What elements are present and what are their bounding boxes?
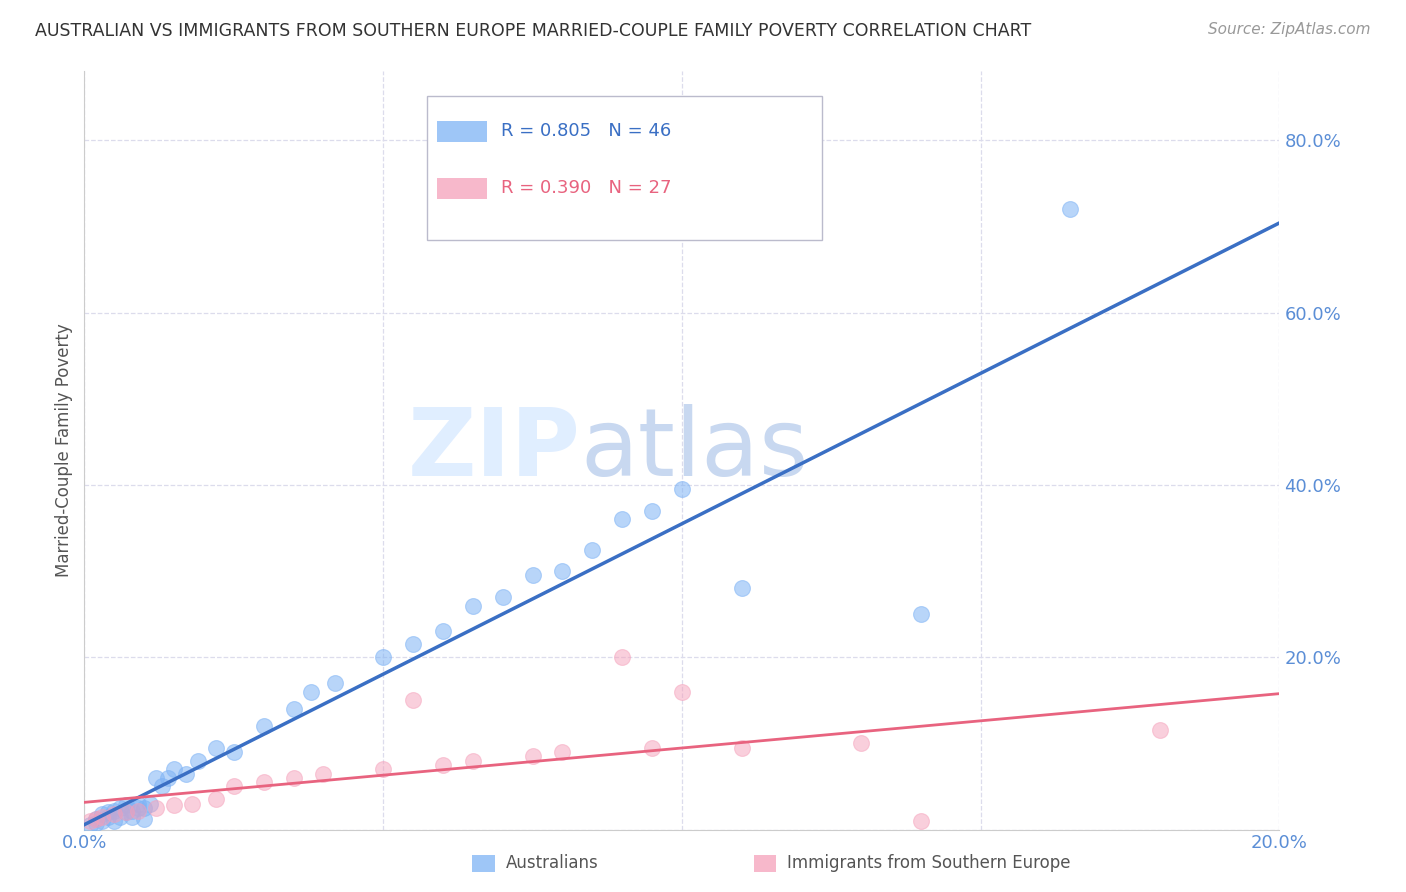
Point <box>187 754 209 768</box>
Text: R = 0.805   N = 46: R = 0.805 N = 46 <box>502 122 672 140</box>
Point <box>86 812 108 826</box>
Point <box>127 804 149 818</box>
Point <box>461 754 484 768</box>
Point <box>91 807 114 822</box>
Point <box>325 676 347 690</box>
Point <box>139 797 162 811</box>
Point <box>373 650 395 665</box>
Y-axis label: Married-Couple Family Poverty: Married-Couple Family Poverty <box>55 324 73 577</box>
Point <box>163 798 186 813</box>
Point <box>671 482 693 496</box>
Point <box>1149 723 1171 738</box>
Point <box>91 810 114 824</box>
Text: Australians: Australians <box>506 855 599 872</box>
Point <box>641 740 664 755</box>
Point <box>222 780 245 794</box>
Point <box>115 805 138 820</box>
Point <box>115 798 138 813</box>
Point <box>115 805 138 820</box>
Point <box>79 818 101 832</box>
Point <box>402 693 425 707</box>
FancyBboxPatch shape <box>437 120 486 142</box>
Point <box>283 702 305 716</box>
Point <box>103 814 125 828</box>
Point <box>86 815 108 830</box>
Point <box>461 599 484 613</box>
Point <box>103 804 125 818</box>
Point <box>402 637 425 651</box>
Point <box>163 762 186 776</box>
Point <box>1059 202 1081 217</box>
Text: atlas: atlas <box>581 404 808 497</box>
Point <box>283 771 305 785</box>
Point <box>110 810 132 824</box>
Point <box>86 812 108 826</box>
Point <box>432 758 454 772</box>
Point <box>157 771 180 785</box>
Text: Immigrants from Southern Europe: Immigrants from Southern Europe <box>787 855 1071 872</box>
Point <box>432 624 454 639</box>
Point <box>97 810 120 824</box>
Point <box>851 736 873 750</box>
Point <box>612 512 634 526</box>
Point <box>205 792 228 806</box>
Point <box>612 650 634 665</box>
FancyBboxPatch shape <box>427 96 821 241</box>
Point <box>222 745 245 759</box>
Point <box>551 564 574 578</box>
Point <box>253 719 276 733</box>
Text: AUSTRALIAN VS IMMIGRANTS FROM SOUTHERN EUROPE MARRIED-COUPLE FAMILY POVERTY CORR: AUSTRALIAN VS IMMIGRANTS FROM SOUTHERN E… <box>35 22 1032 40</box>
Point <box>150 780 173 794</box>
Point <box>127 797 149 811</box>
Point <box>522 568 544 582</box>
Point <box>97 805 120 820</box>
Point <box>641 504 664 518</box>
Point <box>731 740 754 755</box>
Text: ZIP: ZIP <box>408 404 581 497</box>
Point <box>174 766 197 780</box>
Point <box>671 684 693 698</box>
Point <box>79 814 101 828</box>
Point <box>110 801 132 815</box>
Point <box>181 797 204 811</box>
Point <box>373 762 395 776</box>
Text: Source: ZipAtlas.com: Source: ZipAtlas.com <box>1208 22 1371 37</box>
Point <box>910 607 932 622</box>
Point <box>121 810 143 824</box>
Point <box>522 749 544 764</box>
Point <box>910 814 932 828</box>
Point <box>551 745 574 759</box>
Point <box>103 807 125 822</box>
Point <box>731 582 754 596</box>
Point <box>581 542 603 557</box>
Point <box>145 801 167 815</box>
Point <box>121 804 143 818</box>
Text: R = 0.390   N = 27: R = 0.390 N = 27 <box>502 179 672 197</box>
Point <box>91 814 114 828</box>
Point <box>132 812 156 826</box>
FancyBboxPatch shape <box>437 178 486 199</box>
Point <box>253 775 276 789</box>
Point <box>127 801 149 815</box>
Point <box>132 801 156 815</box>
Point <box>492 590 515 604</box>
Point <box>312 766 335 780</box>
Point <box>205 740 228 755</box>
Point <box>301 684 323 698</box>
Point <box>145 771 167 785</box>
